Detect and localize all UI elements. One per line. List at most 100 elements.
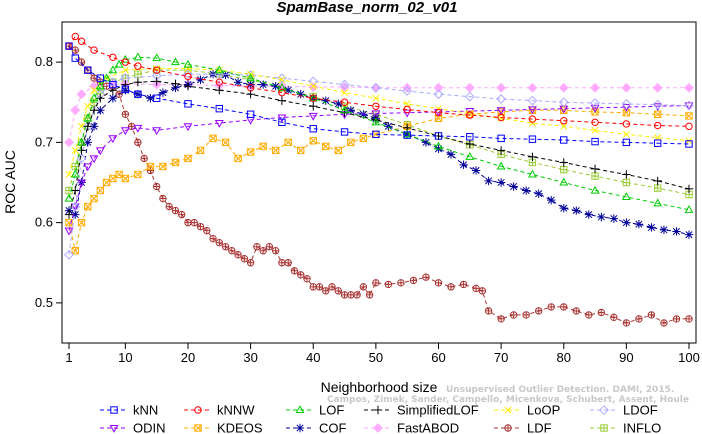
data-point-lof xyxy=(246,73,256,82)
data-point-ldf xyxy=(152,182,161,191)
series-line-simplifiedlof xyxy=(68,80,690,215)
data-point-knnw xyxy=(622,120,631,128)
data-point-loop xyxy=(372,94,380,102)
data-point-odin xyxy=(684,102,694,111)
data-point-knnw xyxy=(340,98,349,106)
data-point-cof xyxy=(597,212,606,222)
data-point-odin xyxy=(277,114,287,123)
data-point-fastabod xyxy=(496,82,507,93)
data-point-simplifiedlof xyxy=(653,176,662,186)
data-point-kdeos xyxy=(246,148,255,156)
data-point-ldf xyxy=(278,259,286,267)
data-point-ldf xyxy=(478,287,487,295)
data-point-knnw xyxy=(184,72,192,81)
series-odin xyxy=(64,102,694,236)
data-point-simplifiedlof xyxy=(465,139,475,149)
data-point-ldf xyxy=(328,283,336,291)
data-point-cof xyxy=(158,88,168,97)
series-knn xyxy=(65,42,693,148)
data-point-ldf xyxy=(184,218,192,227)
data-point-cof xyxy=(572,206,581,215)
data-point-kdeos xyxy=(271,146,280,155)
data-point-kdeos xyxy=(347,138,355,147)
data-point-knn xyxy=(215,104,224,113)
data-point-ldf xyxy=(196,222,205,231)
data-point-ldf xyxy=(409,276,418,285)
data-point-ldof xyxy=(64,249,74,260)
data-point-ldof xyxy=(621,98,632,109)
data-point-cof xyxy=(484,176,493,186)
data-point-simplifiedlof xyxy=(121,80,130,89)
data-point-knn xyxy=(309,125,317,133)
data-point-odin xyxy=(590,104,600,113)
data-point-lof xyxy=(621,192,631,201)
data-point-knnw xyxy=(109,53,117,62)
data-point-knn xyxy=(96,74,105,82)
data-point-cof xyxy=(346,106,356,115)
data-point-lof xyxy=(214,65,224,74)
data-point-lof xyxy=(95,81,105,90)
data-point-inflo xyxy=(560,165,568,174)
data-point-kdeos xyxy=(309,137,317,145)
data-point-lof xyxy=(277,82,287,91)
data-point-odin xyxy=(402,109,412,118)
data-point-kdeos xyxy=(65,218,73,227)
data-point-lof xyxy=(527,169,537,178)
data-point-knn xyxy=(653,139,662,147)
data-point-knn xyxy=(497,134,505,143)
legend-item-loop: LoOP xyxy=(494,403,560,418)
data-point-fastabod xyxy=(527,82,538,93)
data-point-ldf xyxy=(140,154,148,163)
series-layer xyxy=(64,32,694,327)
data-point-knnw xyxy=(152,66,161,74)
legend-marker-loop xyxy=(504,406,512,414)
data-point-fastabod xyxy=(64,137,74,148)
legend-label-odin: ODIN xyxy=(133,421,166,434)
data-point-odin xyxy=(308,112,318,121)
data-point-ldof xyxy=(652,99,663,110)
data-point-ldof xyxy=(370,82,381,93)
data-point-lof xyxy=(77,137,86,146)
data-point-cof xyxy=(496,178,506,187)
series-line-knn xyxy=(68,45,690,145)
data-point-knnw xyxy=(90,46,98,54)
data-point-ldf xyxy=(146,166,155,175)
data-point-fastabod xyxy=(684,82,694,93)
data-point-knnw xyxy=(278,88,286,97)
data-point-ldf xyxy=(522,311,530,319)
y-tick-label: 0.5 xyxy=(35,295,53,310)
data-point-ldof xyxy=(183,69,193,80)
legend-marker-ldf xyxy=(504,424,512,432)
data-point-knnw xyxy=(121,58,130,66)
legend-marker-simplifiedlof xyxy=(373,405,383,415)
data-point-odin xyxy=(83,163,93,172)
data-point-lof xyxy=(371,117,381,126)
data-point-odin xyxy=(120,127,130,136)
data-point-odin xyxy=(527,106,537,115)
data-point-lof xyxy=(465,152,475,160)
data-point-kdeos xyxy=(77,218,86,227)
legend-item-simplifiedlof: SimplifiedLOF xyxy=(364,403,479,418)
data-point-kdeos xyxy=(284,138,292,147)
data-point-ldf xyxy=(178,210,186,219)
data-point-cof xyxy=(321,96,330,105)
x-tick-label: 40 xyxy=(306,350,320,365)
data-point-cof xyxy=(258,80,268,89)
data-point-kdeos xyxy=(115,170,123,179)
legend: kNN kNNW LOF SimplifiedLOF LoOP LDOF ODIN KDEOS… xyxy=(100,403,661,434)
data-point-simplifiedlof xyxy=(684,184,694,194)
data-point-odin xyxy=(89,155,99,164)
data-point-ldf xyxy=(372,279,380,287)
data-point-cof xyxy=(71,210,80,219)
data-point-lof xyxy=(684,204,694,213)
legend-item-ldof: LDOF xyxy=(590,403,658,418)
data-point-kdeos xyxy=(209,134,217,143)
legend-marker-inflo xyxy=(600,424,608,432)
data-point-loop xyxy=(90,86,98,94)
data-point-ldof xyxy=(464,91,475,102)
data-point-ldf xyxy=(309,283,317,291)
y-tick-label: 0.6 xyxy=(35,215,53,230)
legend-item-cof: COF xyxy=(286,421,347,434)
data-point-cof xyxy=(471,166,481,175)
data-point-kdeos xyxy=(653,110,662,118)
